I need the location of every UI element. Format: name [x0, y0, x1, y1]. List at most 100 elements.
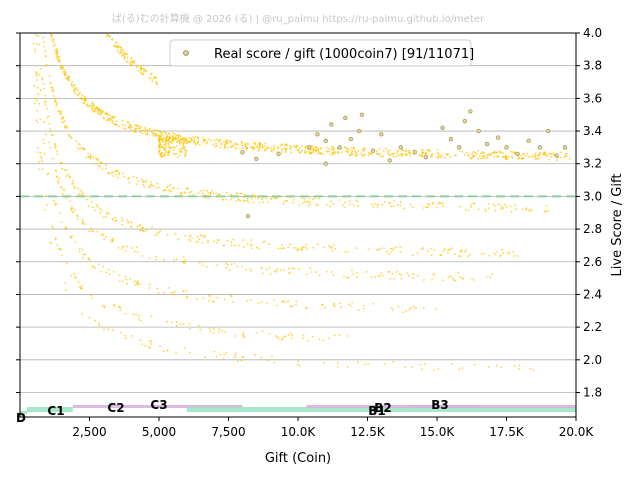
- data-point: [328, 245, 331, 248]
- data-point: [182, 146, 185, 149]
- data-point: [193, 141, 196, 144]
- data-point: [492, 151, 495, 154]
- data-point: [36, 86, 39, 89]
- data-point: [39, 152, 42, 154]
- data-point: [312, 246, 315, 249]
- data-point: [199, 189, 202, 192]
- data-point: [209, 193, 212, 196]
- data-point: [538, 157, 541, 159]
- data-point: [140, 130, 143, 133]
- data-point: [121, 53, 124, 55]
- data-point: [370, 276, 373, 279]
- data-point: [42, 142, 45, 145]
- data-point: [80, 194, 83, 196]
- data-point: [178, 148, 181, 151]
- data-point: [42, 139, 44, 141]
- data-point: [140, 126, 143, 128]
- data-point: [187, 187, 189, 189]
- data-point: [166, 233, 169, 236]
- data-point: [67, 173, 70, 176]
- data-point: [85, 156, 88, 159]
- data-point: [98, 322, 100, 325]
- data-point: [487, 366, 490, 368]
- data-point: [236, 265, 239, 268]
- data-point: [230, 263, 233, 266]
- data-point: [218, 195, 221, 198]
- data-point: [142, 72, 145, 75]
- data-point: [173, 290, 176, 293]
- data-point: [72, 179, 74, 182]
- data-point: [282, 335, 285, 338]
- data-point: [57, 181, 60, 184]
- data-point: [232, 238, 235, 241]
- data-point: [409, 154, 411, 157]
- data-point: [44, 209, 46, 211]
- data-point: [122, 280, 124, 283]
- data-point: [96, 206, 99, 209]
- data-point: [52, 38, 55, 41]
- data-point: [52, 41, 55, 43]
- data-point: [169, 147, 172, 150]
- data-point: [261, 144, 264, 147]
- data-point: [370, 152, 373, 155]
- data-point: [33, 102, 36, 105]
- data-point: [395, 246, 398, 249]
- data-point: [151, 80, 154, 83]
- data-point: [525, 209, 528, 211]
- data-point: [88, 316, 91, 319]
- data-point: [176, 188, 179, 190]
- data-point: [142, 129, 145, 132]
- data-point: [113, 45, 115, 47]
- data-point: [135, 177, 138, 179]
- data-point: [157, 292, 160, 294]
- data-point: [88, 155, 90, 158]
- data-point: [111, 329, 114, 331]
- data-point: [52, 88, 55, 91]
- data-point: [429, 247, 432, 250]
- data-point: [59, 111, 62, 113]
- data-point: [383, 201, 386, 203]
- data-point: [397, 150, 400, 152]
- y-tick-label: 4.0: [583, 26, 602, 40]
- data-point: [399, 246, 402, 249]
- data-point: [420, 248, 423, 251]
- data-point: [124, 53, 127, 55]
- highlight-point: [276, 151, 281, 157]
- data-point: [182, 290, 185, 292]
- data-point: [516, 255, 519, 257]
- data-point: [376, 150, 378, 153]
- data-point: [484, 157, 487, 160]
- data-point: [329, 205, 331, 208]
- data-point: [286, 199, 288, 202]
- data-point: [346, 251, 349, 253]
- data-point: [135, 124, 138, 127]
- data-point: [225, 351, 227, 354]
- data-point: [44, 152, 46, 155]
- data-point: [111, 120, 114, 122]
- data-point: [164, 131, 166, 134]
- data-point: [118, 305, 120, 308]
- data-point: [422, 279, 425, 281]
- data-point: [318, 274, 321, 277]
- data-point: [70, 274, 73, 277]
- data-point: [415, 307, 417, 309]
- data-point: [437, 202, 440, 205]
- data-point: [396, 152, 399, 155]
- data-point: [165, 189, 168, 191]
- data-point: [124, 335, 127, 337]
- data-point: [288, 243, 291, 246]
- data-point: [206, 189, 209, 192]
- data-point: [383, 247, 385, 249]
- highlight-point: [337, 145, 342, 150]
- data-point: [272, 149, 275, 152]
- data-point: [129, 278, 132, 280]
- data-point: [502, 152, 505, 154]
- highlight-point: [379, 132, 384, 137]
- data-point: [119, 46, 122, 49]
- data-point: [116, 50, 119, 52]
- data-point: [356, 272, 359, 275]
- data-point: [73, 84, 76, 87]
- data-point: [134, 124, 137, 127]
- data-point: [111, 121, 113, 124]
- data-point: [49, 82, 52, 84]
